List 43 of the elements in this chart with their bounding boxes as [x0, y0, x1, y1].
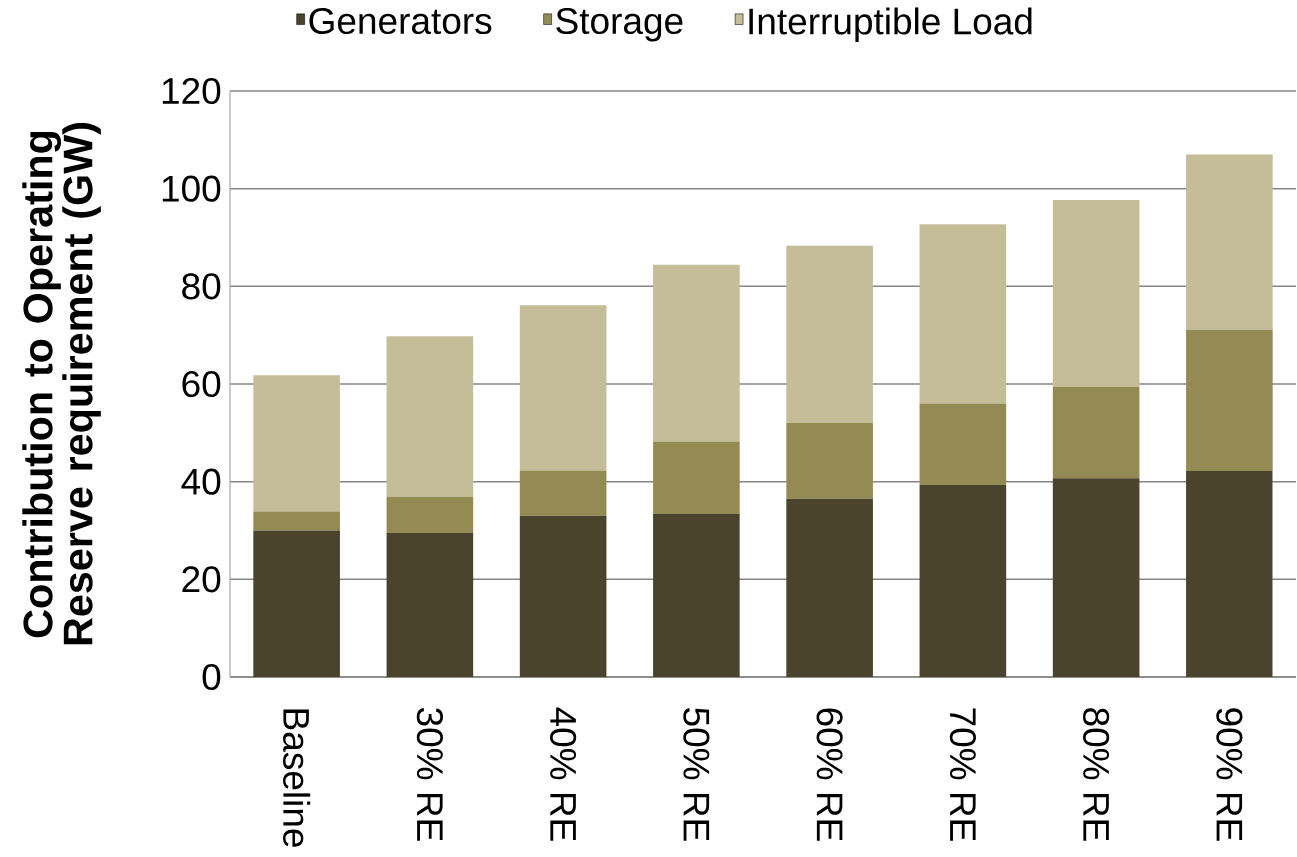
x-tick-label: 80% RE [1083, 708, 1110, 841]
bar [919, 485, 1007, 677]
x-tick-label: 70% RE [949, 708, 976, 841]
bar [653, 513, 740, 677]
y-tick-label: 40 [181, 468, 221, 495]
legend-label: Interruptible Load [749, 7, 1032, 42]
x-tick-label: 40% RE [550, 707, 577, 841]
bar [1186, 154, 1273, 330]
bar [653, 264, 740, 442]
y-tick-label: 20 [182, 566, 221, 593]
bar [919, 224, 1007, 404]
y-tick-label: 60 [182, 370, 221, 398]
y-tick-label: 120 [162, 77, 221, 105]
bar [386, 336, 474, 497]
bar [253, 530, 340, 677]
bar [386, 496, 474, 533]
bar [1052, 386, 1140, 479]
bar [253, 375, 340, 512]
y-tick-label: 80 [182, 273, 221, 300]
y-axis-title: Contribution to Operating Reserve requirement (GW) [22, 123, 101, 645]
x-tick-label: 90% RE [1216, 708, 1243, 841]
x-tick-label: 30% RE [416, 707, 443, 841]
legend-label: Generators [309, 7, 492, 35]
bar [1186, 470, 1273, 677]
bar [653, 441, 740, 514]
y-tick-label: 0 [202, 663, 221, 691]
bar [919, 403, 1007, 486]
bar [1052, 478, 1140, 677]
bar [786, 498, 873, 677]
bar [519, 515, 607, 677]
bar [519, 470, 607, 516]
bar [1052, 199, 1140, 387]
bar [786, 245, 873, 424]
legend-label: Storage [556, 7, 683, 42]
bar [386, 532, 474, 677]
bar [1186, 329, 1273, 471]
bar [519, 305, 607, 471]
y-tick-label: 100 [162, 175, 221, 202]
x-tick-label: 50% RE [683, 708, 710, 841]
x-tick-label: 60% RE [816, 708, 843, 841]
bar [253, 511, 340, 531]
x-tick-label: Baseline [283, 709, 311, 847]
bar [786, 423, 873, 499]
